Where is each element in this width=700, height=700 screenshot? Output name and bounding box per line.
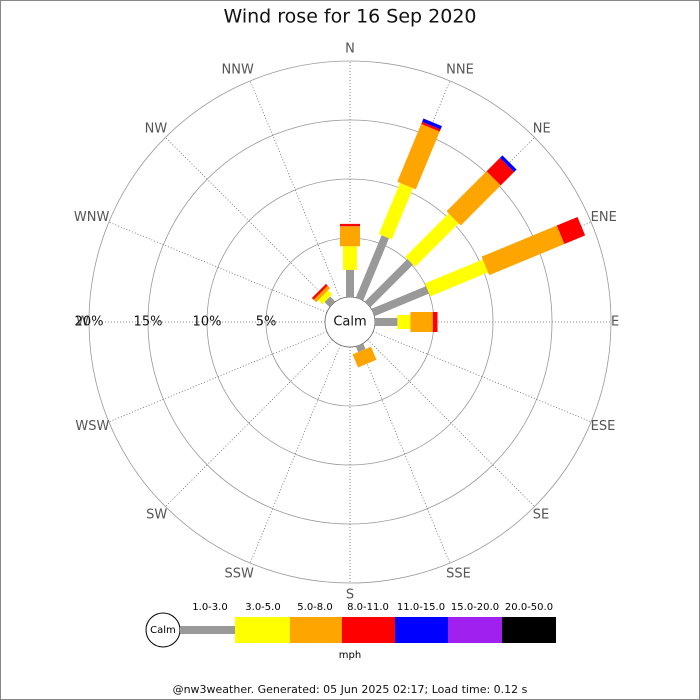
rose-segment xyxy=(486,157,515,186)
direction-label: S xyxy=(346,588,354,603)
direction-label: NW xyxy=(145,121,168,136)
direction-label: SSW xyxy=(224,567,254,582)
spoke xyxy=(249,80,341,300)
legend-swatch xyxy=(180,626,235,634)
chart-title: Wind rose for 16 Sep 2020 xyxy=(223,6,476,28)
rose-segment xyxy=(313,285,331,303)
direction-label: SSE xyxy=(446,567,471,582)
rose-segment xyxy=(556,216,586,245)
spoke xyxy=(367,339,535,507)
legend-unit: mph xyxy=(339,650,361,661)
direction-label: ESE xyxy=(591,419,616,434)
legend-swatch xyxy=(448,617,502,643)
ring xyxy=(88,60,612,584)
legend-label: 8.0-11.0 xyxy=(347,602,389,613)
direction-label: ENE xyxy=(591,210,617,225)
legend-swatch xyxy=(235,617,290,643)
ring-label: 5% xyxy=(256,315,277,330)
spoke xyxy=(108,331,328,423)
legend-swatch xyxy=(342,617,395,643)
direction-label: NE xyxy=(533,121,551,136)
direction-label: NNE xyxy=(446,62,474,77)
ring-label: 15% xyxy=(134,315,163,330)
legend-label: 3.0-5.0 xyxy=(245,602,280,613)
direction-label: WNW xyxy=(74,210,110,225)
rose-segment xyxy=(318,290,333,305)
spoke xyxy=(372,331,592,423)
rose-segment xyxy=(352,346,377,368)
rose-segment xyxy=(311,283,328,300)
spoke xyxy=(249,344,341,564)
rose-segment xyxy=(364,258,414,308)
direction-label: SW xyxy=(146,508,167,523)
rose-segment xyxy=(424,259,489,297)
rose-segment xyxy=(481,225,565,276)
spoke xyxy=(165,339,333,507)
rose-segment xyxy=(355,343,366,353)
rose-segment xyxy=(405,213,459,267)
rose-segment xyxy=(499,155,517,173)
rose-segment xyxy=(355,235,390,301)
direction-label: SE xyxy=(533,508,549,523)
spoke xyxy=(165,137,333,305)
legend-swatch xyxy=(395,617,448,643)
legend-label: 5.0-8.0 xyxy=(297,602,332,613)
direction-label: N xyxy=(345,42,355,57)
direction-label: E xyxy=(611,315,619,330)
legend-label: 11.0-15.0 xyxy=(397,602,445,613)
rose-segment xyxy=(397,123,440,190)
direction-label: WSW xyxy=(75,419,109,434)
rose-segment xyxy=(446,171,501,226)
direction-label: NNW xyxy=(222,62,254,77)
legend-label: 20.0-50.0 xyxy=(505,602,553,613)
rose-segment xyxy=(421,121,441,132)
ring-label: 10% xyxy=(193,315,222,330)
legend-label: 15.0-20.0 xyxy=(451,602,499,613)
legend-swatch xyxy=(502,617,556,643)
direction-label: W xyxy=(76,315,89,330)
ring-label: 20% xyxy=(75,315,104,330)
footer: @nw3weather. Generated: 05 Jun 2025 02:1… xyxy=(173,683,528,696)
rose-segment xyxy=(324,296,336,308)
rose-segment xyxy=(378,182,413,240)
spoke xyxy=(359,344,451,564)
legend-swatch xyxy=(290,617,342,643)
rose-segment xyxy=(371,286,430,317)
calm-label: Calm xyxy=(333,315,366,330)
rose-segment xyxy=(422,118,442,130)
legend-label: 1.0-3.0 xyxy=(192,602,227,613)
spoke xyxy=(108,221,328,313)
legend-calm-label: Calm xyxy=(150,625,176,636)
